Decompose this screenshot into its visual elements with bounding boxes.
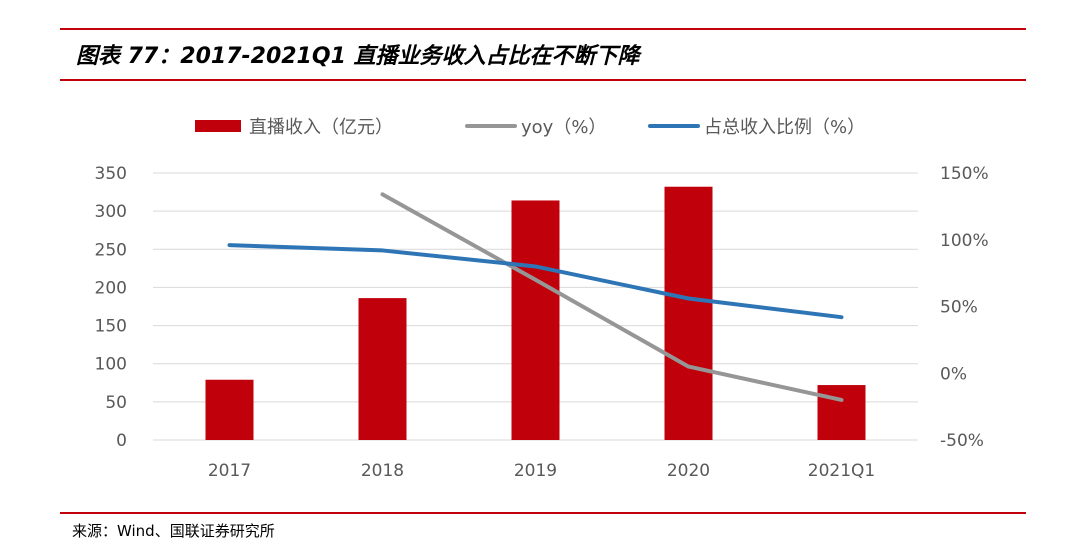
x-tick-label: 2021Q1 [808,461,875,481]
y-tick-label: 0 [116,431,127,451]
bar [817,385,866,440]
legend-label-revenue: 直播收入（亿元） [249,117,393,138]
bottom-rule [60,512,1026,514]
chart-title: 图表 77：2017-2021Q1 直播业务收入占比在不断下降 [76,44,640,69]
source-note: 来源：Wind、国联证券研究所 [72,522,275,540]
legend: 直播收入（亿元） yoy（%） 占总收入比例（%） [195,117,865,138]
bar [358,298,407,440]
bar-series [205,186,866,440]
top-rule [60,28,1026,30]
y-tick-label: 100 [95,355,127,375]
left-axis-ticks: 0 50 100 150 200 250 300 350 [95,164,127,451]
x-tick-label: 2020 [667,461,710,481]
y-tick-label: 250 [95,240,127,260]
y-tick-label: 300 [95,202,127,222]
y2-tick-label: 0% [940,364,967,384]
right-axis-ticks: -50% 0% 50% 100% 150% [940,164,989,451]
x-tick-label: 2017 [208,461,251,481]
y-tick-label: 200 [95,278,127,298]
y-tick-label: 150 [95,317,127,337]
bar [664,186,713,440]
y2-tick-label: -50% [940,431,984,451]
bar [511,200,560,440]
bar [205,379,254,440]
legend-label-share: 占总收入比例（%） [704,117,865,138]
share-line [227,243,844,320]
x-tick-label: 2019 [514,461,557,481]
legend-bar-swatch [195,120,241,132]
yoy-line [380,192,844,402]
y2-tick-label: 50% [940,298,978,318]
legend-label-yoy: yoy（%） [521,117,606,138]
y2-tick-label: 150% [940,164,989,184]
y-tick-label: 350 [95,164,127,184]
x-axis-ticks: 2017 2018 2019 2020 2021Q1 [208,461,875,481]
y-tick-label: 50 [105,393,127,413]
y2-tick-label: 100% [940,231,989,251]
line-series [227,192,844,402]
title-underline [60,79,1026,81]
x-tick-label: 2018 [361,461,404,481]
